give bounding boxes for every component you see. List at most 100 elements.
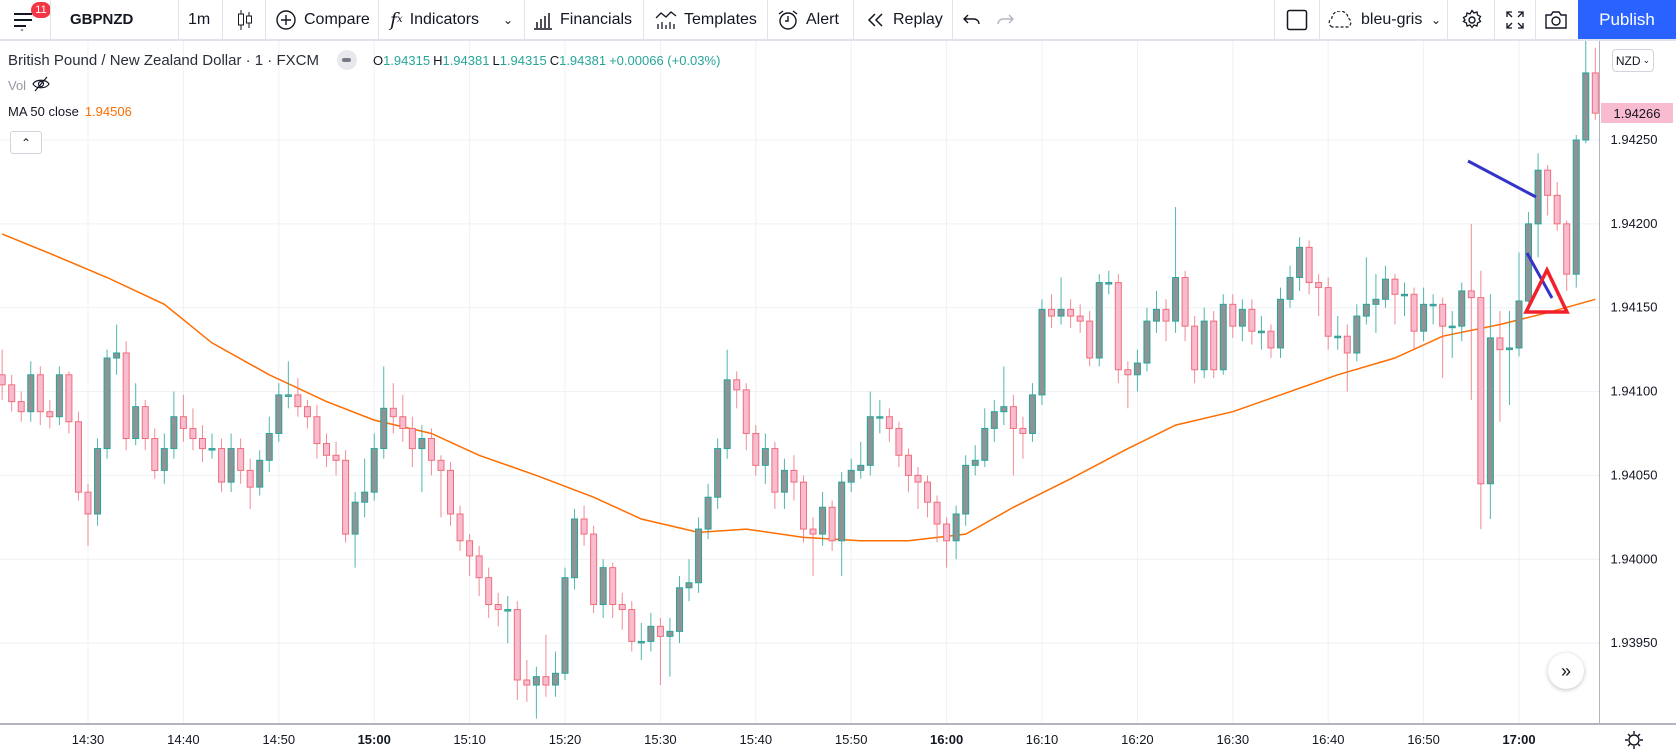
candle-body (342, 459, 350, 535)
candle-body (1582, 72, 1590, 141)
save-layout-button[interactable]: bleu-gris (1326, 0, 1422, 39)
candle-body (771, 448, 779, 493)
publish-button[interactable]: Publish (1578, 0, 1676, 39)
candle (1200, 307, 1208, 379)
candle (1305, 240, 1313, 295)
candle-body (981, 427, 989, 461)
candle (571, 508, 579, 590)
menu-button[interactable] (12, 0, 42, 39)
triangle-drawing[interactable] (1523, 266, 1570, 314)
candle (122, 341, 130, 451)
interval-button[interactable]: 1m (188, 10, 211, 28)
divider (1319, 0, 1320, 39)
candle-body (752, 432, 760, 466)
candle-body (380, 407, 388, 450)
candle-body (1028, 394, 1036, 434)
candle (36, 366, 44, 426)
trendline-1[interactable] (1467, 159, 1537, 199)
candle-body (1257, 330, 1265, 334)
candle-body (408, 427, 416, 450)
undo-button[interactable] (963, 0, 981, 39)
snapshot-button[interactable] (1544, 0, 1568, 39)
candle (160, 433, 168, 484)
candle (742, 383, 750, 451)
candle (342, 450, 350, 543)
candle-body (885, 416, 893, 429)
candle (637, 622, 645, 660)
trendline-drawing[interactable] (1467, 159, 1554, 299)
time-axis[interactable]: 14:30 14:40 14:50 15:00 15:10 15:20 15:30 15:40… (72, 732, 1536, 747)
candle-body (904, 454, 912, 476)
candle (1496, 311, 1504, 422)
candle (1439, 297, 1447, 379)
low-value: 1.94315 (499, 52, 547, 68)
symbol-title[interactable]: British Pound / New Zealand Dollar · 1 ·… (8, 51, 319, 69)
ma-50-path (1, 233, 1596, 542)
candle-body (876, 416, 884, 419)
candle (590, 525, 598, 613)
price-axis[interactable]: 1.94250 1.94200 1.94150 1.94100 1.94050 1.940… (1611, 132, 1658, 650)
candle-body (208, 448, 216, 451)
time-tick-label: 15:30 (644, 732, 677, 747)
candle-body (179, 416, 187, 429)
time-tick-label: 15:50 (835, 732, 868, 747)
candle (1534, 153, 1542, 258)
layout-button[interactable] (1286, 0, 1308, 39)
settings-button[interactable] (1461, 0, 1483, 39)
candle-body (695, 528, 703, 584)
financials-button[interactable]: Financials (533, 0, 632, 39)
volume-legend[interactable]: Vol (8, 76, 50, 95)
change-value: +0.00066 (+0.03%) (609, 52, 721, 68)
eye-off-icon[interactable] (32, 76, 50, 95)
candle-body (819, 506, 827, 535)
candle (551, 651, 559, 697)
compare-button[interactable]: Compare (275, 0, 370, 39)
candle (542, 634, 550, 697)
chart-canvas[interactable]: 1.94250 1.94200 1.94150 1.94100 1.94050 1.940… (0, 41, 1676, 756)
currency-button[interactable]: NZD ⌄ (1612, 49, 1654, 72)
candle (695, 517, 703, 593)
candle-body (294, 394, 302, 408)
candle (189, 408, 197, 451)
chart-type-button[interactable] (236, 0, 254, 39)
candle (27, 361, 35, 422)
candle-body (237, 448, 245, 471)
candle-body (1133, 362, 1141, 376)
redo-button[interactable] (996, 0, 1014, 39)
symbol-search-button[interactable]: GBPNZD (70, 11, 134, 28)
candle-body (8, 384, 16, 403)
collapse-legend-button[interactable]: ⌃ (10, 131, 42, 154)
candle-body (847, 469, 855, 483)
candle-body (227, 448, 235, 483)
candle-body (1229, 303, 1237, 327)
candle (561, 567, 569, 680)
fullscreen-button[interactable] (1505, 0, 1525, 39)
indicators-dropdown[interactable]: ⌄ (503, 0, 513, 39)
ma-legend[interactable]: MA 50 close 1.94506 (8, 104, 132, 119)
candle (504, 596, 512, 644)
axis-settings-icon[interactable] (1625, 731, 1643, 749)
candle (1257, 316, 1265, 350)
scroll-to-realtime-button[interactable]: » (1548, 653, 1584, 689)
replay-button[interactable]: Replay (866, 0, 943, 39)
chart-legend: British Pound / New Zealand Dollar · 1 ·… (8, 50, 720, 70)
divider (265, 0, 266, 39)
candle-body (418, 438, 426, 450)
time-tick-label: 16:50 (1407, 732, 1440, 747)
candle (1391, 274, 1399, 325)
layout-dropdown[interactable]: ⌄ (1431, 0, 1441, 39)
candle (1286, 265, 1294, 308)
price-tick-label: 1.93950 (1611, 635, 1658, 650)
templates-button[interactable]: Templates (655, 0, 757, 39)
candle (599, 559, 607, 618)
trendline-2[interactable] (1525, 252, 1554, 299)
alert-button[interactable]: Alert (777, 0, 839, 39)
candle-body (551, 672, 559, 686)
price-tick-label: 1.94000 (1611, 551, 1658, 566)
candle-body (857, 464, 865, 471)
candle-body (84, 491, 92, 515)
legend-toggle-button[interactable] (336, 50, 357, 70)
candle-body (675, 587, 683, 632)
